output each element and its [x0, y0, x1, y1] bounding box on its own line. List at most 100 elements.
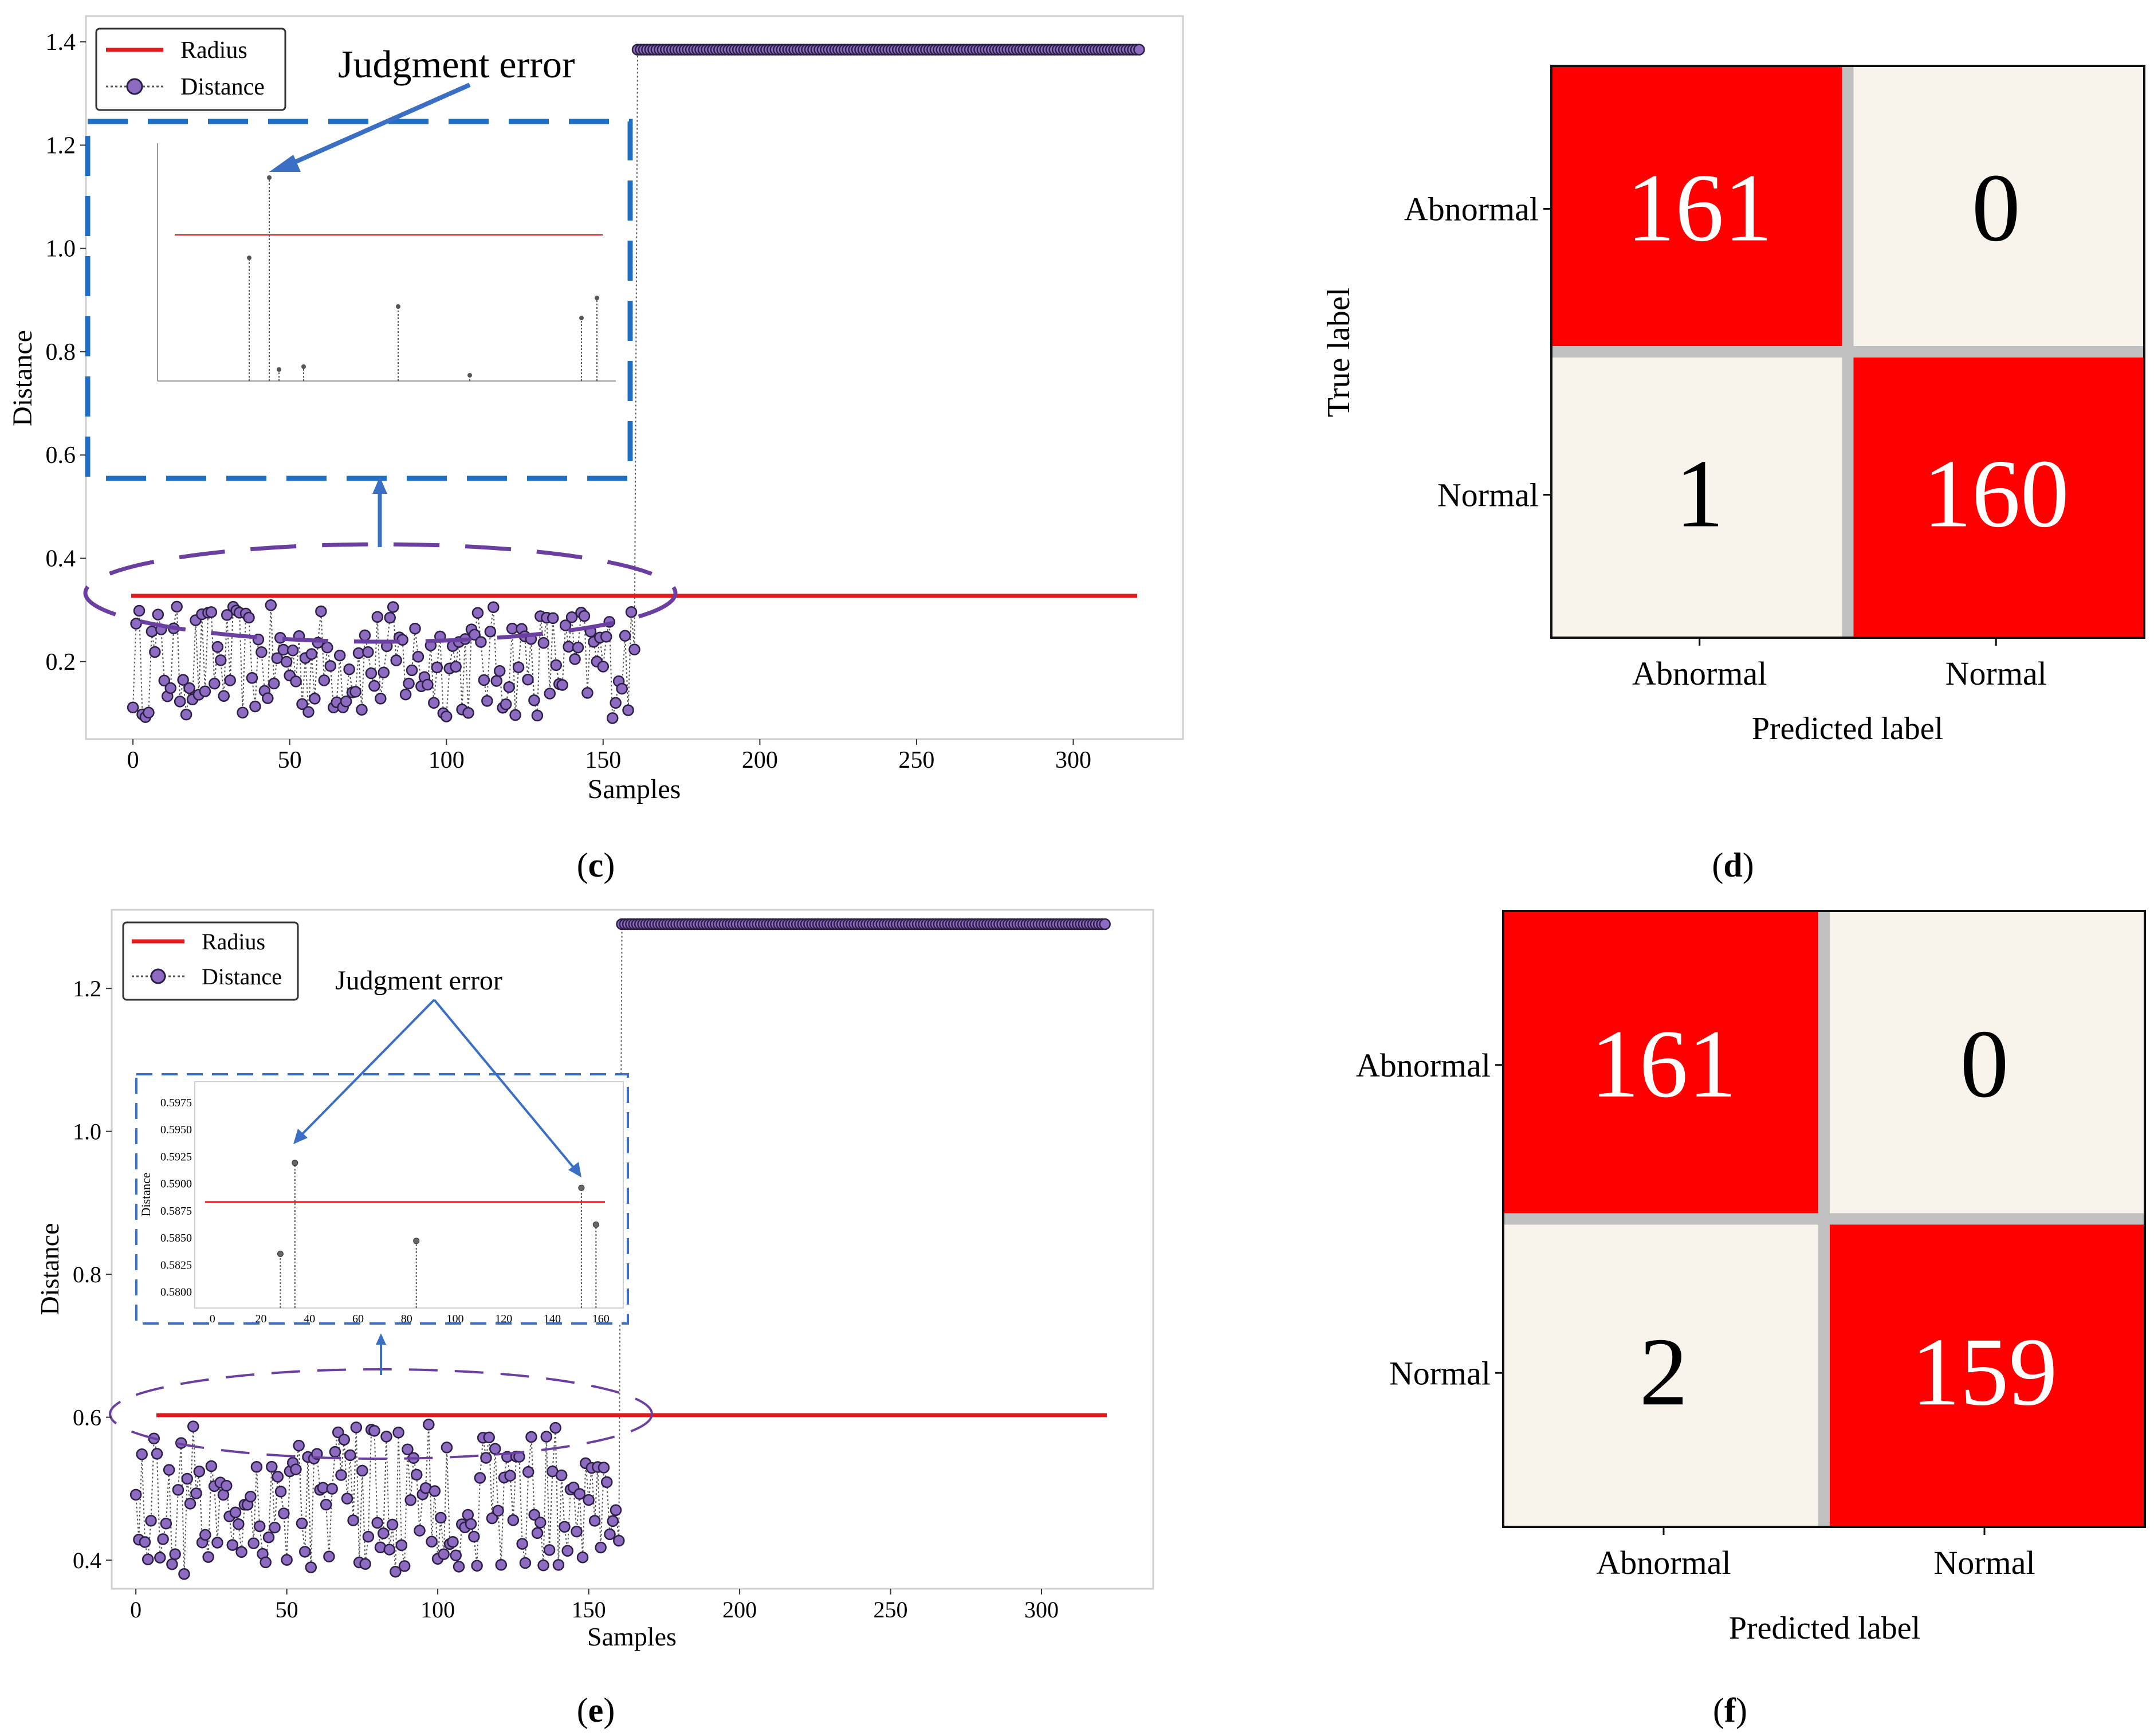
- annotation-judgment-error: Judgment error: [335, 965, 502, 996]
- distance-point: [392, 1427, 404, 1439]
- distance-point: [453, 1561, 465, 1573]
- distance-point: [129, 1488, 142, 1501]
- distance-point: [540, 1431, 553, 1443]
- y-tick-label: 1.4: [46, 29, 76, 56]
- distance-point: [349, 686, 361, 698]
- inset-point: [292, 1160, 298, 1167]
- y-tick-label: 1.0: [73, 1119, 101, 1145]
- distance-point: [503, 681, 515, 693]
- distance-point: [359, 629, 371, 642]
- distance-point: [406, 664, 418, 677]
- panel-d: 161 0 1 160 Abnormal Abnormal Normal Normal Pre…: [1321, 65, 2145, 884]
- distance-point: [625, 606, 638, 618]
- x-tick-label: 100: [420, 1597, 455, 1623]
- distance-point: [431, 661, 443, 674]
- distance-point: [544, 688, 556, 700]
- distance-point: [368, 1425, 380, 1437]
- distance-point: [368, 680, 380, 692]
- panel-label-d: (d): [1712, 846, 1754, 884]
- distance-point: [561, 1545, 573, 1557]
- distance-point: [616, 682, 628, 695]
- distance-point: [329, 1446, 341, 1458]
- matrix-cell: [1853, 66, 2144, 346]
- zoom-arrow-head: [376, 1333, 386, 1345]
- distance-point: [130, 618, 142, 630]
- y-axis-title: Distance: [7, 330, 38, 426]
- distance-point: [180, 708, 192, 721]
- distance-point: [320, 1498, 332, 1511]
- distance-point: [318, 674, 331, 686]
- distance-point: [371, 1517, 383, 1529]
- error-arrow-right: [433, 999, 576, 1170]
- distance-point: [547, 612, 559, 625]
- distance-point: [172, 1484, 184, 1496]
- inset-point: [301, 364, 306, 369]
- distance-point: [356, 704, 368, 716]
- x-tick-label: Normal: [1945, 655, 2047, 692]
- distance-point: [480, 1452, 492, 1464]
- error-arrow: [291, 83, 471, 166]
- distance-point: [286, 644, 299, 657]
- legend: Radius Distance: [95, 28, 286, 111]
- inset-points: [277, 1160, 599, 1308]
- y-tick-label: 0.8: [46, 339, 76, 366]
- y-tick-label: 1.0: [46, 236, 76, 262]
- distance-point: [246, 671, 258, 684]
- distance-point: [190, 1487, 202, 1499]
- matrix-cell: [1853, 358, 2144, 638]
- inset-x-tick-label: 140: [544, 1313, 561, 1325]
- matrix-cell: [1503, 911, 1818, 1213]
- inset-axes: 0 20 40 60 80 100 120 140 160 0.5800 0.5825 0.5850 0…: [160, 1097, 610, 1325]
- distance-point: [265, 599, 277, 611]
- distance-point: [341, 1493, 353, 1505]
- matrix-cell: [1551, 358, 1842, 638]
- distance-point: [202, 1551, 214, 1563]
- distance-point: [576, 1551, 589, 1564]
- distance-point: [280, 655, 293, 668]
- distance-point: [493, 665, 506, 677]
- distance-point: [145, 1514, 157, 1527]
- distance-point: [187, 1420, 199, 1432]
- inset-x-tick-label: 0: [210, 1313, 215, 1325]
- distance-point: [344, 1449, 356, 1462]
- matrix-cell-value: 0: [1972, 154, 2021, 262]
- distance-point: [597, 661, 610, 673]
- inset-point: [592, 1221, 599, 1228]
- distance-point: [619, 630, 631, 642]
- distance-point: [221, 609, 233, 621]
- inset-x-tick-label: 100: [447, 1313, 464, 1325]
- inset-point: [578, 1184, 585, 1191]
- distance-point: [151, 1448, 163, 1460]
- distance-point: [305, 648, 318, 660]
- legend-label-radius: Radius: [180, 37, 247, 64]
- distance-point: [323, 1550, 335, 1562]
- distance-point: [399, 688, 412, 701]
- distance-point: [347, 1514, 359, 1526]
- matrix-frame: [1502, 910, 2146, 1528]
- distance-point: [450, 661, 462, 673]
- x-tick-label: 150: [572, 1597, 606, 1623]
- distance-point: [471, 607, 484, 619]
- distance-point: [293, 1439, 305, 1452]
- distance-point: [531, 1527, 544, 1539]
- inset-y-tick-label: 0.5850: [160, 1232, 192, 1244]
- distance-point: [133, 604, 146, 617]
- distance-point: [550, 659, 562, 671]
- distance-point: [233, 1518, 245, 1530]
- distance-point: [543, 1544, 556, 1556]
- distance-point: [507, 1514, 520, 1526]
- distance-point: [253, 1520, 266, 1533]
- distance-point: [260, 1556, 272, 1569]
- x-axis-title: Predicted label: [1752, 711, 1943, 747]
- panel-label-e: (e): [577, 1691, 615, 1729]
- matrix-cell-value: 160: [1923, 440, 2069, 548]
- x-tick-label: 200: [722, 1597, 757, 1623]
- distance-point: [235, 1546, 247, 1558]
- distance-point: [387, 601, 399, 613]
- x-tick-label: 50: [278, 747, 302, 773]
- inset-x-tick-label: 160: [592, 1313, 610, 1325]
- distance-point: [600, 631, 612, 643]
- distance-point: [211, 641, 224, 653]
- distance-point: [559, 1521, 571, 1533]
- panel-c: Judgment error Radius Distance 0 50 100 150…: [7, 15, 1184, 884]
